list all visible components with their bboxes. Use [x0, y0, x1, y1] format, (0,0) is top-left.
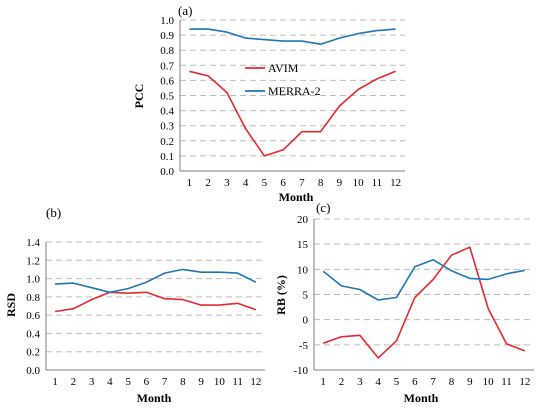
- x-tick-label: 6: [144, 376, 150, 388]
- x-tick-label: 10: [353, 177, 365, 189]
- x-tick-label: 9: [337, 177, 343, 189]
- x-tick-label: 6: [280, 177, 286, 189]
- x-tick-label: 4: [375, 376, 381, 388]
- y-tick-label: 15: [297, 239, 309, 251]
- x-tick-label: 7: [162, 376, 168, 388]
- panel-label: (c): [316, 200, 330, 215]
- x-tick-label: 8: [318, 177, 324, 189]
- x-tick-label: 3: [357, 376, 363, 388]
- x-tick-label: 11: [232, 376, 243, 388]
- y-tick-label: 0.0: [26, 365, 40, 377]
- y-tick-label: 0.1: [160, 151, 174, 163]
- series-line-merra-2: [189, 28, 396, 46]
- x-tick-label: 8: [449, 376, 455, 388]
- x-axis-label: Month: [279, 190, 314, 204]
- y-axis-label: RSD: [4, 293, 18, 317]
- x-tick-label: 1: [52, 376, 58, 388]
- x-axis-label: Month: [404, 391, 439, 405]
- x-tick-label: 2: [339, 376, 345, 388]
- y-tick-label: 0: [303, 315, 309, 327]
- y-tick-label: 1.0: [26, 274, 40, 286]
- series-line-avim: [189, 70, 396, 157]
- y-tick-label: 5: [303, 290, 309, 302]
- y-tick-label: 0.6: [160, 75, 174, 87]
- legend-label: AVIM: [268, 61, 299, 75]
- x-tick-label: 10: [214, 376, 226, 388]
- x-tick-label: 4: [107, 376, 113, 388]
- y-tick-label: 0.5: [160, 91, 174, 103]
- x-tick-label: 7: [430, 376, 436, 388]
- series-line-merra-2: [55, 268, 257, 294]
- y-tick-label: 0.8: [160, 45, 174, 57]
- x-tick-label: 5: [394, 376, 400, 388]
- x-tick-label: 7: [299, 177, 305, 189]
- x-tick-label: 1: [187, 177, 193, 189]
- y-tick-label: 10: [297, 264, 309, 276]
- chart-panel: 0.00.20.40.60.81.01.21.41 2 3 4 5 6 7 8 9 10 11 12(…: [4, 205, 265, 405]
- x-tick-label: 9: [198, 376, 204, 388]
- y-tick-label: 0.8: [26, 292, 40, 304]
- x-tick-label: 11: [372, 177, 383, 189]
- y-tick-label: 1.4: [26, 237, 40, 249]
- x-tick-label: 2: [71, 376, 77, 388]
- legend: AVIM MERRA-2: [245, 61, 321, 98]
- series-line-avim: [54, 291, 257, 313]
- chart-panel: 0.00.10.20.30.40.50.60.70.80.91.01 2 3 4 5 6 7…: [132, 3, 405, 204]
- y-tick-label: -5: [299, 340, 309, 352]
- x-tick-label: 3: [224, 177, 230, 189]
- x-tick-label: 3: [89, 376, 95, 388]
- x-tick-label: 9: [467, 376, 473, 388]
- y-axis-label: RB (%): [274, 275, 288, 315]
- x-tick-label: 6: [412, 376, 418, 388]
- panel-label: (a): [178, 3, 192, 18]
- x-tick-label: 8: [180, 376, 186, 388]
- y-tick-label: 0.3: [160, 121, 174, 133]
- y-tick-label: 20: [297, 214, 309, 226]
- series-line-avim: [322, 246, 526, 359]
- x-tick-label: 12: [250, 376, 261, 388]
- y-tick-label: 0.4: [160, 106, 174, 118]
- x-tick-label: 4: [243, 177, 249, 189]
- series-line-merra-2: [322, 258, 525, 301]
- x-tick-label: 5: [125, 376, 131, 388]
- y-tick-label: 1.2: [26, 255, 40, 267]
- panel-label: (b): [46, 205, 61, 220]
- y-tick-label: 0.4: [26, 328, 40, 340]
- x-tick-label: 1: [320, 376, 326, 388]
- y-tick-label: 0.2: [160, 136, 174, 148]
- y-tick-label: 1.0: [160, 15, 174, 27]
- y-tick-label: -10: [293, 365, 308, 377]
- y-tick-label: 0.0: [160, 166, 174, 178]
- y-tick-label: 0.7: [160, 60, 174, 72]
- x-tick-label: 5: [262, 177, 268, 189]
- x-tick-label: 2: [205, 177, 211, 189]
- x-tick-label: 12: [519, 376, 530, 388]
- x-tick-label: 10: [483, 376, 495, 388]
- y-axis-label: PCC: [132, 84, 146, 109]
- y-tick-label: 0.6: [26, 310, 40, 322]
- y-tick-label: 0.2: [26, 347, 40, 359]
- x-tick-label: 11: [501, 376, 512, 388]
- y-tick-label: 0.9: [160, 30, 174, 42]
- legend-label: MERRA-2: [268, 84, 321, 98]
- x-tick-label: 12: [390, 177, 401, 189]
- x-axis-label: Month: [137, 391, 172, 405]
